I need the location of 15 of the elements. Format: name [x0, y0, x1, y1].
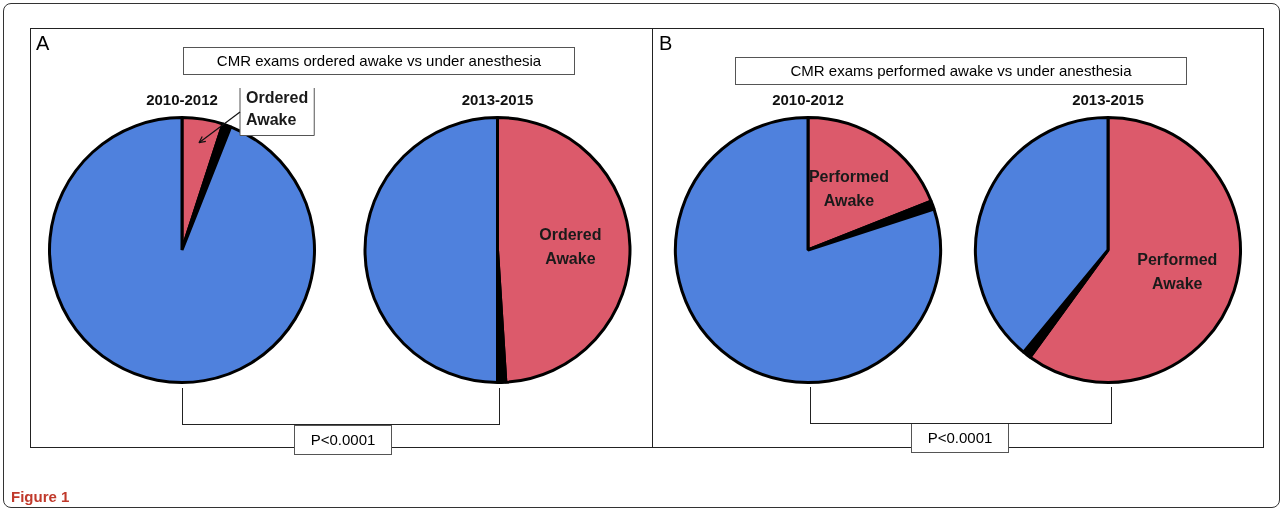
text: A: [36, 32, 50, 55]
text: P<0.0001: [294, 425, 392, 455]
chart-title: 2013-2015: [1072, 91, 1144, 109]
chart-title: 2010-2012: [772, 91, 844, 109]
chart-title: 2010-2012: [146, 91, 218, 109]
slice-label: Performed Awake: [808, 168, 889, 210]
slice-label: Performed Awake: [1137, 250, 1218, 292]
slice-label: Ordered Awake: [246, 88, 309, 128]
text: CMR exams performed awake vs under anesthesia: [735, 57, 1187, 85]
chart-title: 2013-2015: [461, 91, 534, 109]
text: P<0.0001: [911, 423, 1009, 453]
caption: Figure 1: [11, 488, 70, 505]
slice-label: Ordered Awake: [539, 226, 602, 268]
text: CMR exams ordered awake vs under anesthesia: [183, 47, 575, 75]
text: B: [659, 32, 673, 55]
